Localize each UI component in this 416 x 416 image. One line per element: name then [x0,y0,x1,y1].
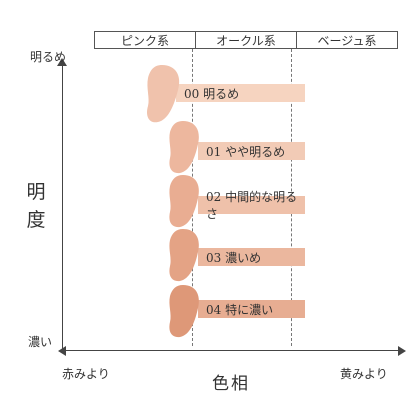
shade-swatch-00-icon [147,65,180,123]
shade-bar-01: 01 やや明るめ [198,142,305,160]
shade-bar-04: 04 特に濃い [198,300,305,318]
shade-label-02: 02 中間的な明るさ [206,190,298,221]
arrow-right-icon [398,346,406,356]
arrow-up-icon [57,58,67,66]
shade-swatch-04-icon [169,285,199,338]
header-cell-ochre: オークル系 [195,32,296,48]
header-cell-pink: ピンク系 [120,33,169,48]
lightness-axis [62,64,63,350]
lightness-axis-bottom-label: 濃い [28,335,53,349]
lightness-axis-top-label: 明るめ [30,50,67,64]
shade-label-04: 04 特に濃い [206,302,274,317]
shade-label-00: 00 明るめ [184,86,240,101]
shade-label-01: 01 やや明るめ [206,144,286,159]
shade-swatch-02-icon [169,175,199,228]
shade-swatch-01-icon [169,121,199,174]
hue-category-header: ピンク系 オークル系 ベージュ系 [94,31,398,49]
header-cell-beige: ベージュ系 [296,32,397,48]
lightness-axis-title: 明度 [26,181,46,231]
shade-bar-00: 00 明るめ [176,84,305,102]
hue-axis-right-label: 黄みより [340,367,388,381]
arrow-left-icon [58,346,66,356]
hue-axis-title: 色相 [212,374,250,394]
shade-label-03: 03 濃いめ [206,250,262,265]
hue-axis-left-label: 赤みより [62,367,110,381]
shade-bar-02: 02 中間的な明るさ [198,190,305,221]
shade-swatch-03-icon [169,229,199,282]
hue-axis [62,350,400,351]
shade-bar-03: 03 濃いめ [198,248,305,266]
